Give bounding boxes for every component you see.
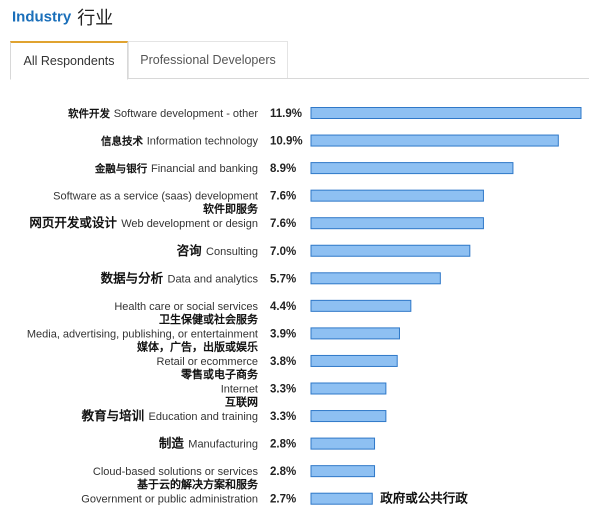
category-label: Media, advertising, publishing, or enter… [27, 328, 258, 340]
category-label: Retail or ecommerce [157, 356, 258, 368]
category-label: 信息技术 Information technology [101, 135, 258, 148]
category-label-cn: 基于云的解决方案和服务 [136, 477, 259, 491]
bar [310, 134, 559, 147]
category-label-en: Retail or ecommerce [157, 356, 258, 368]
bar [310, 244, 471, 257]
value-label: 4.4% [270, 301, 296, 313]
category-label-en: Education and training [149, 411, 258, 423]
category-label-cn: 教育与培训 [81, 408, 149, 423]
category-label: 网页开发或设计 Web development or design [29, 215, 258, 230]
category-label-en: Manufacturing [188, 439, 258, 451]
bar [310, 107, 582, 119]
value-label: 10.9% [270, 136, 303, 148]
category-label-en: Health care or social services [114, 301, 258, 313]
page-title: Industry 行业 [12, 4, 113, 30]
category-label: 数据与分析 Data and analytics [100, 270, 259, 285]
category-label-en: Information technology [147, 136, 259, 148]
category-label: 金融与银行 Financial and banking [94, 162, 258, 175]
category-label-cn: 制造 [159, 436, 188, 451]
tab-all-respondents[interactable]: All Respondents [10, 41, 128, 80]
category-label-cn: 金融与银行 [94, 162, 151, 175]
bar [310, 162, 514, 175]
category-label-cn: 卫生保健或社会服务 [159, 312, 259, 326]
value-label: 2.8% [270, 466, 296, 478]
value-label: 3.9% [270, 328, 296, 340]
category-label-en: Government or public administration [81, 494, 258, 506]
category-label-cn: 政府或公共行政 [380, 491, 468, 506]
bar [310, 492, 373, 505]
value-label: 7.6% [270, 191, 296, 203]
value-label: 3.8% [270, 356, 296, 368]
category-label-en: Software as a service (saas) development [53, 191, 258, 203]
tabs-divider [10, 78, 589, 79]
category-label-en: Web development or design [121, 218, 258, 230]
value-label: 3.3% [270, 384, 296, 396]
category-label-cn: 网页开发或设计 [29, 215, 121, 230]
category-label-en: Internet [221, 384, 258, 396]
bar [310, 437, 376, 450]
category-label: 教育与培训 Education and training [81, 408, 258, 423]
bar [310, 382, 387, 395]
category-label-cn: 信息技术 [101, 135, 147, 148]
category-label-en: Cloud-based solutions or services [93, 466, 259, 478]
category-label: 咨询 Consulting [177, 243, 258, 258]
tab-professional-developers[interactable]: Professional Developers [128, 41, 288, 78]
category-label-en: Financial and banking [151, 163, 258, 175]
value-label: 3.3% [270, 411, 296, 423]
title-chinese: 行业 [77, 8, 114, 29]
bar [310, 410, 387, 423]
bar [310, 465, 376, 478]
category-label-cn: 零售或电子商务 [180, 367, 259, 381]
category-label: Health care or social services [114, 301, 258, 313]
category-label-cn: 软件即服务 [203, 202, 259, 216]
category-label-en: Consulting [206, 246, 258, 258]
bar [310, 189, 484, 202]
category-label-cn: 软件开发 [68, 107, 114, 120]
bar [310, 217, 484, 230]
value-label: 2.8% [270, 439, 296, 451]
category-label-cn: 互联网 [225, 395, 258, 409]
category-label-cn: 媒体，广告，出版或娱乐 [136, 339, 258, 353]
respondent-tabs: All Respondents Professional Developers [10, 41, 589, 80]
category-label-cn: 咨询 [177, 243, 206, 258]
category-label: 软件开发 Software development - other [68, 107, 258, 120]
title-english: Industry [12, 8, 72, 26]
value-label: 7.6% [270, 218, 296, 230]
category-label: 制造 Manufacturing [159, 436, 258, 451]
category-label: Cloud-based solutions or services [93, 466, 259, 478]
bar [310, 272, 441, 285]
category-label: Government or public administration [81, 494, 258, 506]
category-label-cn: 数据与分析 [100, 270, 168, 285]
category-label-en: Software development - other [114, 108, 259, 120]
bar [310, 327, 400, 340]
value-label: 8.9% [270, 163, 296, 175]
category-label-en: Media, advertising, publishing, or enter… [27, 328, 258, 340]
category-label-en: Data and analytics [168, 273, 259, 285]
bar [310, 354, 398, 367]
category-label: Software as a service (saas) development [53, 191, 258, 203]
bar [310, 299, 412, 312]
value-label: 5.7% [270, 273, 296, 285]
value-label: 2.7% [270, 494, 296, 506]
category-label: Internet [221, 384, 258, 396]
value-label: 7.0% [270, 246, 296, 258]
value-label: 11.9% [270, 108, 302, 120]
